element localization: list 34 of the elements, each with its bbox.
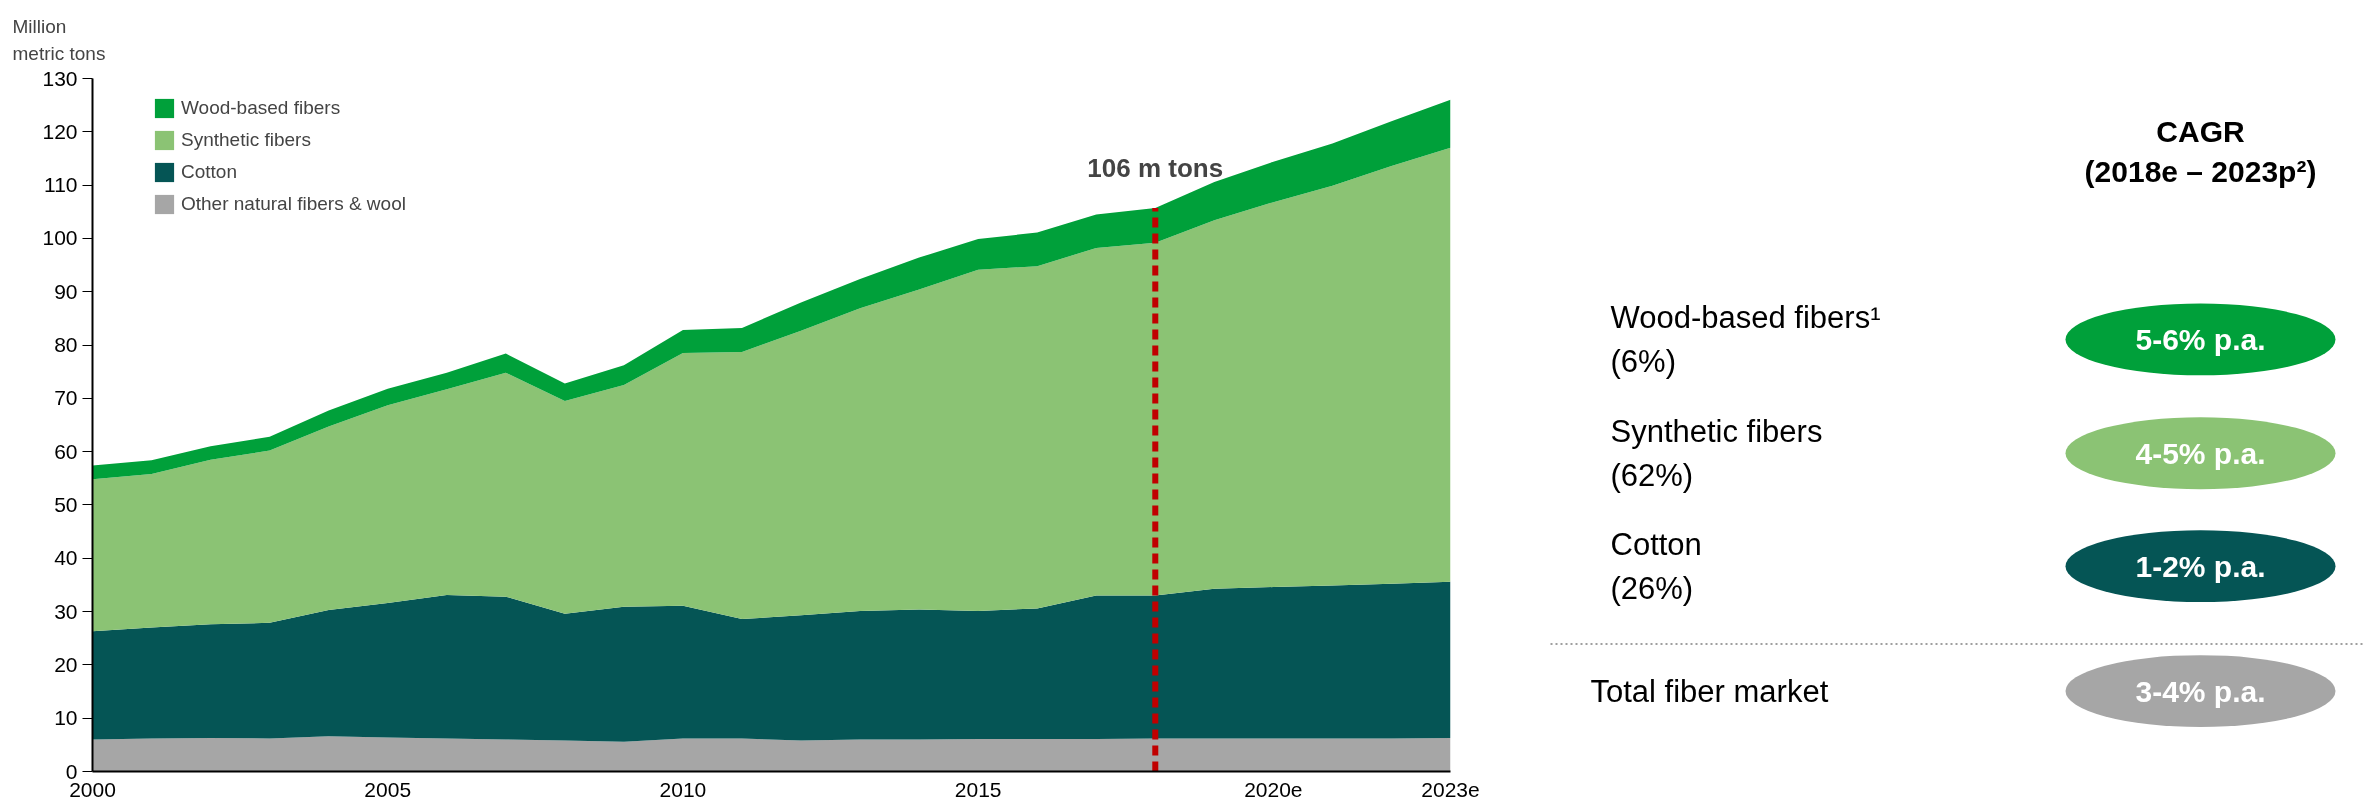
y-tick-label: 60: [54, 439, 78, 463]
text: Wood-based fibers¹ (6%): [1610, 300, 1881, 379]
y-tick-label: 50: [54, 492, 78, 516]
text: Total fiber market: [1590, 673, 1829, 709]
y-tick-label: 70: [54, 386, 78, 410]
x-tick-label: 2023e: [1421, 777, 1480, 801]
y-tick-label: 110: [44, 173, 78, 197]
legend-label: Wood-based fibers: [181, 97, 341, 119]
text: 5-6% p.a.: [2135, 322, 2266, 356]
text: Synthetic fibers (62%): [1610, 413, 1823, 493]
y-tick-label: 20: [54, 652, 78, 676]
y-tick-label: 40: [54, 546, 78, 570]
legend-label: Other natural fibers & wool: [181, 193, 406, 215]
legend-label: Synthetic fibers: [181, 129, 311, 151]
x-tick-label: 2020e: [1244, 777, 1303, 801]
y-axis-title: Million metric tons: [12, 16, 106, 65]
y-tick-label: 10: [54, 706, 78, 730]
legend-label: Cotton: [181, 161, 237, 183]
text: 1-2% p.a.: [2135, 549, 2266, 583]
y-tick-label: 30: [54, 599, 78, 623]
text: 4-5% p.a.: [2135, 436, 2266, 470]
y-tick-label: 80: [54, 333, 78, 357]
x-tick-label: 2010: [659, 777, 707, 801]
y-tick-label: 120: [42, 119, 78, 143]
x-tick-label: 2015: [954, 777, 1002, 801]
y-tick-label: 0: [65, 759, 78, 783]
text: CAGR (2018e – 2023p²): [2084, 114, 2317, 188]
text: 3-4% p.a.: [2135, 674, 2266, 708]
y-tick-label: 100: [42, 226, 78, 250]
text: Cotton (26%): [1610, 526, 1702, 606]
y-tick-label: 130: [42, 66, 78, 90]
ref-line-label: 106 m tons: [1087, 152, 1224, 183]
y-tick-label: 90: [54, 279, 78, 303]
x-tick-label: 2005: [364, 777, 412, 801]
